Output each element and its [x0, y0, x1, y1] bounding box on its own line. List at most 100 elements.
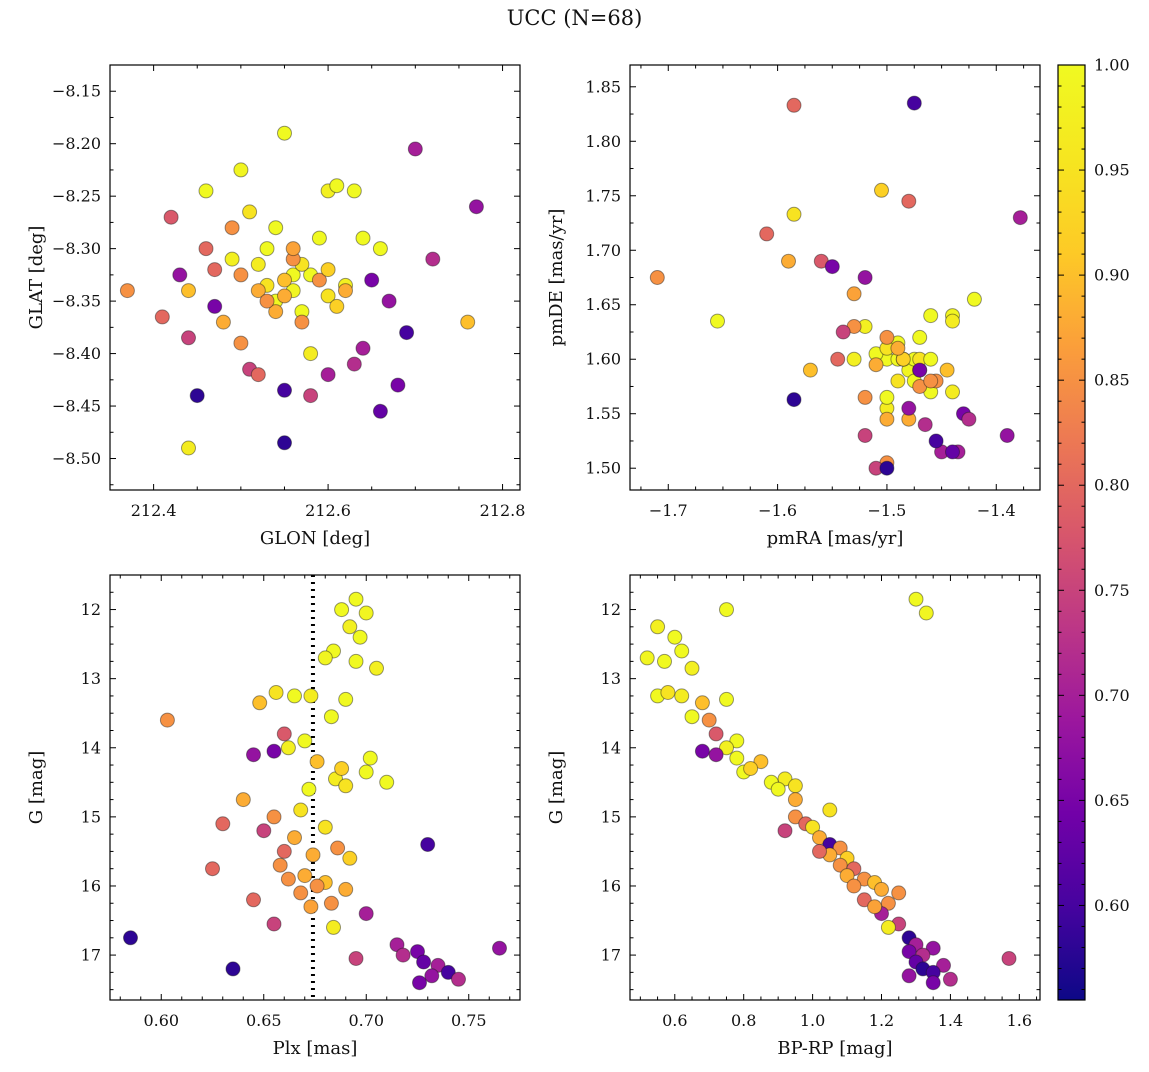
scatter-point	[945, 313, 960, 329]
scatter-point	[303, 899, 319, 915]
scatter-point	[846, 286, 862, 302]
panel-cmd: 0.6 0.8 1.0 1.2 1.4 1.6 12 13 14 15 16 17 BP-RP [mag…	[546, 574, 1041, 1059]
scatter-point	[777, 771, 793, 787]
scatter-point	[824, 259, 840, 275]
x-tick-label: 0.65	[246, 1011, 282, 1030]
scatter-point	[163, 209, 179, 225]
scatter-point	[250, 283, 266, 299]
scatter-point	[198, 241, 214, 257]
x-tick-label: 1.6	[1007, 1011, 1032, 1030]
scatter-point	[945, 444, 960, 460]
scatter-point	[334, 761, 350, 776]
scatter-point	[787, 792, 803, 808]
scatter-point	[268, 685, 284, 700]
x-tick-label: −1.4	[977, 501, 1016, 520]
axes-frame	[109, 574, 521, 1001]
scatter-point	[928, 433, 944, 449]
scatter-point	[846, 351, 862, 367]
scatter-point	[880, 919, 896, 935]
scatter-point	[901, 944, 917, 960]
scatter-point	[320, 262, 336, 278]
glon-glat-ylabel: GLAT [deg]	[26, 226, 47, 330]
scatter-point	[857, 428, 873, 443]
y-tick-label: 14	[601, 738, 621, 757]
scatter-point	[224, 251, 240, 267]
scatter-point	[830, 351, 846, 367]
scatter-point	[355, 340, 371, 356]
scatter-point	[945, 384, 960, 400]
scatter-point	[440, 964, 456, 980]
scatter-point	[311, 230, 327, 246]
scatter-point	[303, 688, 319, 704]
scatter-point	[918, 605, 934, 621]
scatter-point	[358, 605, 374, 621]
scatter-point	[287, 688, 302, 704]
y-tick-label: 17	[81, 946, 101, 965]
scatter-point	[694, 695, 710, 711]
scatter-point	[701, 712, 717, 728]
scatter-point	[305, 847, 321, 863]
scatter-point	[805, 819, 821, 835]
scatter-point	[879, 411, 895, 427]
scatter-point	[364, 272, 380, 288]
scatter-point	[942, 971, 958, 987]
pm-ylabel: pmDE [mas/yr]	[546, 209, 567, 347]
scatter-point	[901, 968, 917, 984]
scatter-point	[259, 241, 275, 257]
x-tick-label: 212.8	[480, 501, 526, 520]
scatter-point	[181, 283, 196, 299]
scatter-point	[358, 906, 374, 922]
colorbar: 0.60 0.65 0.70 0.75 0.80 0.85 0.90 0.95 1.00	[1057, 56, 1130, 1001]
scatter-point	[1012, 210, 1028, 226]
scatter-point	[330, 840, 346, 856]
cmd-xlabel: BP-RP [mag]	[777, 1038, 892, 1059]
axes-frame	[109, 64, 521, 491]
scatter-point	[856, 892, 872, 908]
y-tick-label: 1.60	[585, 350, 621, 369]
scatter-point	[338, 778, 354, 794]
scatter-point	[181, 330, 196, 346]
scatter-point	[266, 809, 282, 825]
scatter-point	[880, 895, 896, 911]
scatter-point	[708, 726, 724, 742]
scatter-point	[786, 392, 802, 408]
axes-frame	[629, 64, 1041, 491]
scatter-point	[280, 740, 296, 756]
y-tick-label: 15	[601, 807, 621, 826]
scatter-point	[287, 830, 302, 846]
scatter-point	[215, 816, 231, 832]
colorbar-tick-label: 0.85	[1094, 371, 1130, 390]
scatter-point	[874, 182, 889, 198]
colorbar-tick-label: 0.65	[1094, 791, 1130, 810]
scatter-point	[348, 653, 364, 669]
scatter-point	[912, 362, 928, 378]
scatter-point	[256, 823, 272, 839]
x-tick-label: 0.8	[731, 1011, 756, 1030]
scatter-point	[923, 308, 939, 324]
y-tick-label: 1.75	[585, 186, 621, 205]
scatter-point	[233, 162, 249, 178]
scatter-point	[781, 253, 796, 269]
scatter-point	[908, 591, 924, 607]
scatter-point	[259, 293, 275, 309]
y-tick-label: −8.25	[52, 187, 101, 206]
scatter-point	[342, 619, 358, 635]
scatter-point	[802, 362, 818, 378]
scatter-point	[879, 329, 895, 345]
panel-plx-g: 0.60 0.65 0.70 0.75 12 13 14 15 16 17 Plx [mas] G […	[26, 574, 521, 1059]
scatter-point	[868, 357, 884, 373]
panel-pm: −1.7 −1.6 −1.5 −1.4 1.50 1.55 1.60 1.65 1.70 1.75…	[546, 64, 1041, 549]
panel-glon-glat: 212.4 212.6 212.8 −8.15 −8.20 −8.25 −8.30 −8.35…	[26, 64, 526, 549]
scatter-point	[317, 819, 333, 835]
scatter-point	[334, 602, 350, 618]
scatter-point	[181, 440, 196, 456]
scatter-point	[235, 792, 251, 808]
scatter-point	[839, 868, 855, 884]
x-tick-label: 0.6	[662, 1011, 687, 1030]
colorbar-tick-label: 0.90	[1094, 266, 1130, 285]
scatter-point	[266, 916, 282, 932]
scatter-point	[835, 324, 851, 340]
y-tick-label: 1.50	[585, 459, 621, 478]
scatter-point	[729, 750, 745, 766]
